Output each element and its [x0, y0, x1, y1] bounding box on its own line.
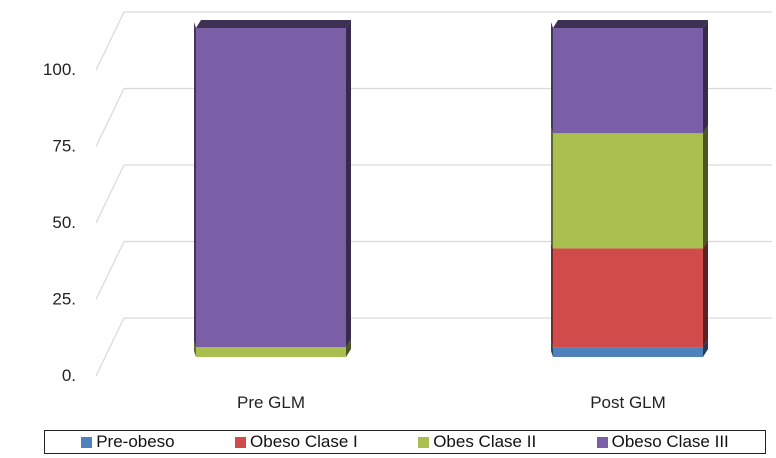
bar-side [551, 341, 553, 357]
gridline-depth [95, 11, 125, 71]
legend-item: Obeso Clase I [235, 432, 358, 452]
bar-side [703, 20, 708, 134]
legend: Pre-obeso Obeso Clase I Obes Clase II Obeso… [44, 430, 766, 454]
legend-swatch [235, 436, 247, 448]
bar-side [551, 22, 553, 134]
gridline-depth [95, 164, 125, 224]
legend-item: Obeso Clase III [596, 432, 729, 452]
bar-side [703, 240, 708, 348]
bar-side [703, 125, 708, 249]
bar-side [551, 242, 553, 348]
y-tick-label: 50. [52, 213, 76, 232]
y-tick-label: 0. [62, 366, 76, 385]
bar-side [703, 339, 708, 357]
legend-label: Obeso Clase I [250, 432, 358, 451]
legend-label: Pre-obeso [96, 432, 175, 451]
legend-swatch [596, 436, 608, 448]
bar-segment [553, 133, 703, 249]
bar-segment [196, 347, 346, 357]
bar-segment [553, 248, 703, 348]
bars [194, 20, 708, 357]
bar-side [194, 22, 196, 348]
x-tick-label: Post GLM [590, 393, 666, 412]
legend-label: Obes Clase II [433, 432, 537, 451]
bar-top [553, 20, 708, 28]
legend-item: Pre-obeso [81, 432, 175, 452]
stacked-bar-chart: 0. 25. 50. 75. 100. Pre GLM Post GLM [43, 11, 772, 412]
y-axis-ticks: 0. 25. 50. 75. 100. [43, 60, 76, 385]
bar-side [346, 339, 351, 357]
bar-side [194, 341, 196, 357]
y-tick-label: 25. [52, 290, 76, 309]
legend-swatch [81, 436, 93, 448]
x-tick-label: Pre GLM [237, 393, 305, 412]
x-axis-ticks: Pre GLM Post GLM [237, 393, 666, 412]
gridline-depth [95, 317, 125, 377]
bar-top [196, 20, 351, 28]
legend-item: Obes Clase II [418, 432, 536, 452]
legend-label: Obeso Clase III [611, 432, 729, 451]
gridline-depth [95, 88, 125, 147]
bar-side [551, 127, 553, 249]
bar-segment [553, 347, 703, 357]
legend-swatch [418, 436, 430, 448]
bar-segment [196, 28, 346, 348]
y-tick-label: 100. [43, 60, 76, 79]
y-tick-label: 75. [52, 137, 76, 156]
bar-side [346, 20, 351, 348]
bar-segment [553, 28, 703, 134]
gridline-depth [95, 241, 125, 300]
